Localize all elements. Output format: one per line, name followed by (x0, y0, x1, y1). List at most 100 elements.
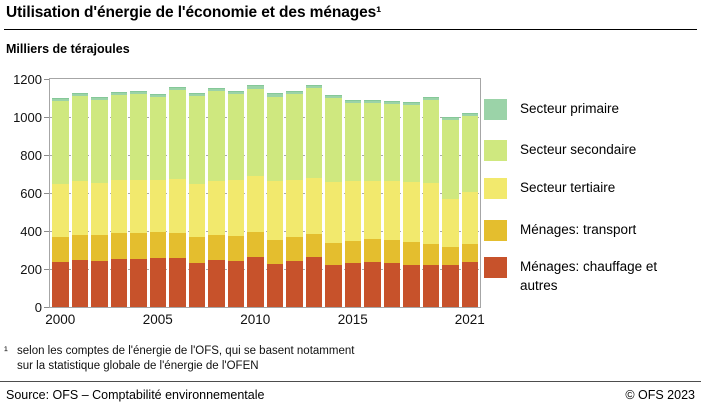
bar-segment-2016-3 (364, 181, 381, 239)
y-tick-0 (44, 307, 49, 308)
bar-segment-2017-3 (383, 181, 400, 240)
bar-segment-2008-3 (208, 181, 225, 236)
bar-segment-2002-2 (91, 235, 108, 261)
y-tick-600 (44, 193, 49, 194)
bar-segment-2013-3 (305, 178, 322, 234)
bar-segment-2012-4 (286, 93, 303, 181)
bar-segment-2019-1 (422, 264, 439, 307)
bar-segment-2008-1 (208, 260, 225, 307)
legend-swatch-2 (484, 140, 507, 161)
bar-segment-2018-5 (403, 102, 420, 106)
bar-segment-2010-5 (247, 85, 264, 89)
bar-segment-2017-1 (383, 262, 400, 307)
bar-segment-2003-3 (110, 180, 127, 234)
legend-item-4: Ménages: transport (484, 220, 680, 241)
source-label: Source: OFS – Comptabilité environnement… (6, 388, 265, 402)
bar-2003 (110, 79, 127, 307)
bar-segment-2020-1 (442, 264, 459, 307)
bar-segment-2018-1 (403, 265, 420, 307)
bar-segment-2018-4 (403, 105, 420, 182)
bar-segment-2009-4 (227, 93, 244, 181)
bar-segment-2013-1 (305, 257, 322, 307)
legend-item-3: Secteur tertiaire (484, 178, 680, 199)
bar-2006 (169, 79, 186, 307)
x-tick-label-2005: 2005 (142, 312, 173, 327)
bar-segment-2011-3 (266, 181, 283, 240)
bar-segment-2004-1 (130, 258, 147, 307)
bar-segment-2004-5 (130, 91, 147, 95)
gridline-800 (50, 155, 480, 156)
plot-area (49, 78, 481, 308)
y-tick-label-1200: 1200 (13, 72, 42, 87)
bar-2017 (383, 79, 400, 307)
bar-segment-2010-3 (247, 176, 264, 232)
bar-segment-2009-1 (227, 260, 244, 307)
bar-segment-2009-3 (227, 180, 244, 236)
footnote-line-1: selon les comptes de l'énergie de l'OFS,… (17, 345, 355, 357)
bar-segment-2008-4 (208, 90, 225, 182)
bar-segment-2002-4 (91, 100, 108, 183)
bar-segment-2006-2 (169, 232, 186, 259)
bar-2009 (227, 79, 244, 307)
gridline-600 (50, 193, 480, 194)
bar-2007 (188, 79, 205, 307)
legend-item-1: Secteur primaire (484, 99, 680, 120)
axis-unit-label: Milliers de térajoules (6, 42, 130, 56)
y-tick-label-200: 200 (20, 262, 42, 277)
gridline-200 (50, 269, 480, 270)
legend-label-5: Ménages: chauffage et autres (520, 259, 658, 293)
y-tick-400 (44, 231, 49, 232)
y-tick-200 (44, 269, 49, 270)
bar-2011 (266, 79, 283, 307)
bar-segment-2008-2 (208, 235, 225, 261)
bar-segment-2016-4 (364, 102, 381, 182)
bar-segment-2014-2 (325, 242, 342, 266)
bars-layer (50, 79, 480, 307)
bar-segment-2013-4 (305, 88, 322, 179)
bar-segment-2010-4 (247, 88, 264, 177)
bar-segment-2004-4 (130, 94, 147, 180)
bar-2019 (422, 79, 439, 307)
bar-segment-2002-5 (91, 96, 108, 101)
bar-2015 (344, 79, 361, 307)
bar-segment-2007-2 (188, 237, 205, 263)
bar-segment-2005-5 (149, 93, 166, 97)
bar-segment-2014-3 (325, 182, 342, 243)
bar-2021 (461, 79, 478, 307)
bar-segment-2011-4 (266, 96, 283, 182)
bar-segment-2013-5 (305, 84, 322, 89)
x-tick-label-2010: 2010 (240, 312, 271, 327)
y-tick-1200 (44, 79, 49, 80)
bar-segment-2018-3 (403, 181, 420, 242)
bar-segment-2012-3 (286, 180, 303, 237)
legend-swatch-1 (484, 99, 507, 120)
bar-segment-2000-1 (52, 262, 69, 307)
bar-segment-2017-5 (383, 100, 400, 104)
bar-2004 (130, 79, 147, 307)
bar-segment-2012-1 (286, 260, 303, 307)
y-tick-label-600: 600 (20, 186, 42, 201)
bar-2012 (286, 79, 303, 307)
bar-segment-2005-3 (149, 180, 166, 233)
legend-swatch-3 (484, 178, 507, 199)
bar-2008 (208, 79, 225, 307)
bar-segment-2015-1 (344, 263, 361, 307)
bar-segment-2014-5 (325, 94, 342, 98)
footnote-marker: ¹ (4, 345, 8, 357)
bar-segment-2007-4 (188, 95, 205, 185)
legend-label-1: Secteur primaire (520, 101, 620, 116)
bar-2016 (364, 79, 381, 307)
bar-segment-2015-5 (344, 99, 361, 103)
y-tick-800 (44, 155, 49, 156)
bar-segment-2006-4 (169, 90, 186, 180)
bar-segment-2005-2 (149, 232, 166, 258)
bar-segment-2016-2 (364, 238, 381, 262)
bar-2005 (149, 79, 166, 307)
bar-segment-2015-2 (344, 240, 361, 264)
bar-segment-2001-3 (71, 181, 88, 235)
bar-segment-2007-1 (188, 262, 205, 307)
footnote-line-2: sur la statistique globale de l'énergie … (17, 360, 259, 372)
bar-segment-2018-2 (403, 241, 420, 265)
bar-segment-2014-4 (325, 97, 342, 183)
